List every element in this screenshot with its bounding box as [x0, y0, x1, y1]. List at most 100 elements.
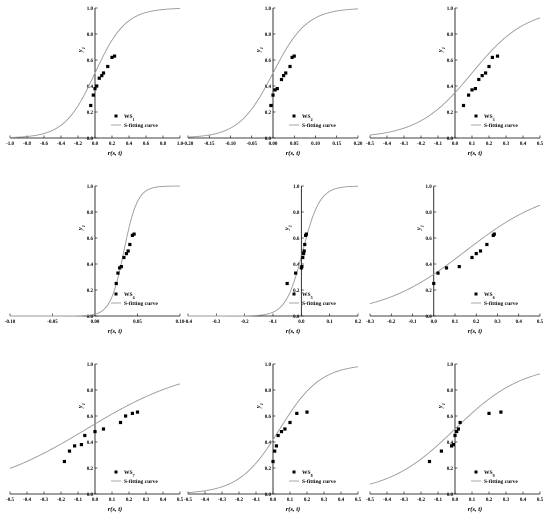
y-axis-title-subscript: 1 — [81, 47, 86, 49]
x-tick-label: 0.1 — [469, 498, 476, 503]
x-tick-label: -0.3 — [218, 498, 226, 503]
data-point — [294, 271, 298, 275]
y-tick-label: 0.0 — [447, 137, 454, 142]
y-tick-label: 0.6 — [447, 415, 454, 420]
y-axis-title-main: y — [77, 405, 84, 409]
data-point — [427, 459, 432, 464]
x-tick-label: -0.5 — [184, 498, 192, 503]
data-point — [436, 271, 440, 275]
y-tick-label: 0.8 — [265, 389, 272, 394]
legend-label-curve: S-fitting curve — [484, 479, 518, 485]
legend-label-points-main: WS — [302, 292, 311, 298]
data-point — [91, 93, 95, 97]
x-tick-label: 0.20 — [354, 142, 363, 147]
y-tick-label: 0.6 — [87, 237, 94, 242]
s-fitting-curve — [187, 366, 359, 494]
data-point — [106, 64, 110, 69]
y-axis-title: y1 — [283, 225, 292, 231]
y-tick-label: 0.6 — [426, 237, 433, 242]
data-point — [480, 74, 484, 78]
data-point — [271, 93, 275, 97]
legend-label-points-main: WS — [302, 470, 311, 476]
legend-label-points-subscript: 3 — [493, 117, 495, 122]
data-point — [304, 232, 309, 236]
data-point — [300, 265, 304, 269]
data-point — [124, 252, 129, 256]
x-axis-title: r(s, t) — [468, 150, 482, 157]
y-tick-label: 1.0 — [87, 185, 94, 190]
data-point — [119, 265, 123, 269]
legend-label-points-main: WS — [484, 470, 493, 476]
data-point — [439, 449, 443, 453]
x-tick-label: -0.1 — [269, 320, 277, 325]
data-point — [273, 88, 277, 92]
y-tick-label: 0.4 — [293, 263, 300, 268]
y-axis-title-main: y — [283, 227, 290, 231]
data-point — [62, 459, 66, 464]
s-fitting-curve — [9, 383, 181, 469]
data-point — [288, 64, 292, 69]
y-tick-label: 1.0 — [426, 185, 433, 190]
y-axis-title-main: y — [437, 49, 444, 53]
x-tick-label: 0.3 — [503, 142, 510, 147]
data-point — [470, 255, 474, 260]
x-tick-label: 0.1 — [109, 498, 116, 503]
legend-label-points-main: WS — [124, 292, 133, 298]
y-tick-label: 0.6 — [293, 237, 300, 242]
x-tick-label: -0.3 — [366, 320, 374, 325]
x-axis-title: r(s, t) — [468, 506, 482, 513]
x-tick-label: 0.2 — [109, 142, 116, 147]
x-tick-label: -0.2 — [235, 498, 243, 503]
data-point — [135, 410, 140, 414]
chart-panel-5: -0.4 -0.3 -0.2 -0.1 0.0 0.1 0.2 0.0 0.2 0.4 0.6 0.8… — [184, 185, 362, 335]
y-tick-label: 0.6 — [265, 59, 272, 64]
x-tick-label: -0.2 — [241, 320, 249, 325]
x-tick-label: 0.2 — [126, 498, 133, 503]
data-point — [276, 433, 280, 438]
data-point — [284, 71, 288, 75]
data-point — [477, 77, 481, 82]
y-axis-title-main: y — [77, 49, 84, 53]
y-axis-title-subscript: 1 — [419, 225, 424, 227]
data-point — [456, 427, 460, 431]
data-point — [126, 249, 130, 253]
y-tick-label: 0.2 — [87, 111, 94, 116]
legend-label-points: WS7 — [124, 470, 135, 478]
data-point — [461, 103, 466, 108]
x-tick-label: 0.0 — [431, 320, 438, 325]
y-tick-label: 0.0 — [426, 315, 433, 320]
legend-marker-points — [474, 470, 478, 474]
data-point — [79, 443, 83, 447]
y-tick-label: 0.0 — [447, 493, 454, 498]
x-tick-label: 0.1 — [287, 498, 294, 503]
y-tick-label: 0.4 — [87, 85, 94, 90]
y-tick-label: 0.6 — [87, 415, 94, 420]
data-point — [93, 430, 97, 434]
data-point — [132, 232, 136, 236]
x-tick-label: -0.2 — [387, 320, 395, 325]
chart-panel-6: -0.3 -0.2 -0.1 0.0 0.1 0.2 0.3 0.4 0.5 0.0 0.2 0.4 0… — [366, 185, 544, 335]
data-point — [100, 74, 104, 78]
legend-label-points: WS9 — [484, 470, 495, 478]
data-point — [458, 420, 462, 425]
y-tick-label: 0.6 — [87, 59, 94, 64]
x-tick-label: -0.6 — [40, 142, 48, 147]
legend-label-points-main: WS — [124, 114, 133, 120]
x-tick-label: 0.0 — [452, 142, 459, 147]
x-tick-label: -0.2 — [57, 498, 65, 503]
y-axis-title-subscript: 1 — [259, 403, 264, 405]
y-tick-label: 0.4 — [87, 263, 94, 268]
x-tick-label: -0.4 — [184, 320, 192, 325]
y-axis-title: y1 — [77, 225, 86, 231]
y-axis-title-subscript: 1 — [259, 47, 264, 49]
data-point — [305, 410, 309, 414]
data-point — [473, 87, 477, 91]
y-axis-title-subscript: 1 — [287, 225, 292, 227]
